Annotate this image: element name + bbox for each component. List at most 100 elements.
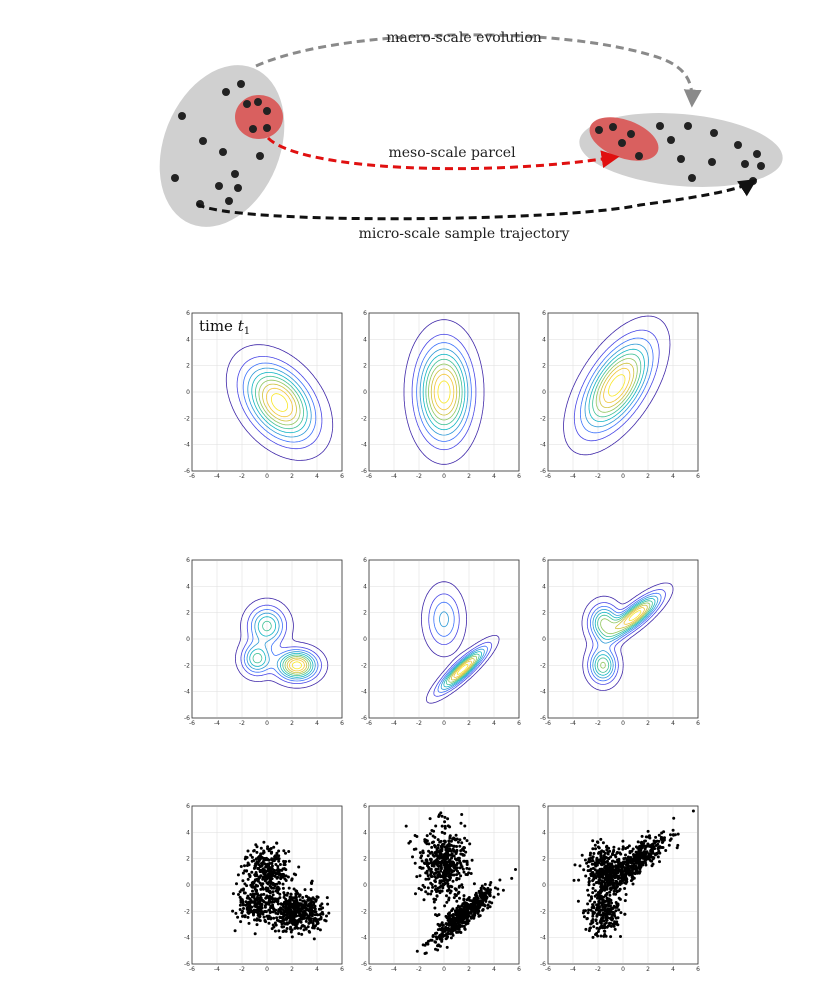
contour-line bbox=[425, 358, 463, 426]
sample-point bbox=[241, 888, 245, 892]
sample-point bbox=[260, 906, 264, 910]
sample-point bbox=[660, 836, 664, 840]
sample-point bbox=[462, 849, 466, 852]
sample-point bbox=[274, 863, 278, 866]
sample-point bbox=[256, 884, 260, 888]
sample-point bbox=[290, 878, 294, 882]
sample-point bbox=[656, 847, 660, 851]
contour-line bbox=[450, 658, 475, 681]
sample-point bbox=[278, 916, 282, 919]
sample-point bbox=[258, 876, 262, 879]
sample-point bbox=[614, 909, 618, 913]
sample-point bbox=[595, 874, 599, 878]
sample-point bbox=[458, 838, 462, 842]
sample-point bbox=[309, 913, 313, 917]
sample-point bbox=[612, 845, 616, 849]
sample-point bbox=[252, 885, 256, 889]
sample-point bbox=[297, 932, 301, 936]
sample-point bbox=[443, 826, 447, 830]
sample-point bbox=[440, 814, 444, 818]
x-tick-label: -4 bbox=[391, 966, 397, 973]
sample-point bbox=[259, 856, 263, 860]
x-tick-label: -4 bbox=[570, 720, 576, 727]
y-tick-label: 4 bbox=[186, 829, 190, 836]
sample-point bbox=[277, 859, 281, 863]
sample-point bbox=[270, 864, 274, 868]
sample-point bbox=[447, 839, 451, 843]
sample-point bbox=[618, 887, 622, 891]
x-tick-label: 6 bbox=[340, 966, 344, 973]
contour-line bbox=[271, 393, 288, 412]
sample-point bbox=[458, 896, 461, 900]
sample-point bbox=[594, 847, 597, 851]
sample-point bbox=[462, 894, 466, 898]
sample-point bbox=[257, 863, 261, 866]
sample-point bbox=[626, 870, 630, 874]
sample-point bbox=[634, 850, 638, 854]
sample-point bbox=[254, 889, 258, 893]
sample-point bbox=[601, 888, 605, 892]
sample-point bbox=[628, 851, 632, 855]
y-tick-label: 6 bbox=[542, 803, 546, 810]
sample-point bbox=[421, 849, 425, 853]
sample-point bbox=[591, 847, 595, 851]
micro-arrow bbox=[196, 179, 758, 221]
sample-point bbox=[440, 926, 444, 930]
sample-point bbox=[477, 903, 481, 907]
sample-point bbox=[281, 882, 285, 886]
sample-point bbox=[426, 886, 430, 890]
sample-point bbox=[418, 851, 422, 855]
y-tick-label: 0 bbox=[542, 389, 546, 396]
contour-panel-border bbox=[368, 312, 520, 472]
contour-line bbox=[236, 356, 323, 450]
sample-point bbox=[276, 891, 280, 895]
x-tick-label: 6 bbox=[696, 720, 700, 727]
sample-point bbox=[247, 921, 251, 925]
sample-point bbox=[434, 947, 437, 951]
contour-line bbox=[428, 593, 493, 697]
x-tick-label: -6 bbox=[189, 720, 195, 727]
particle-dot bbox=[237, 80, 245, 88]
sample-point bbox=[238, 908, 242, 911]
sample-point bbox=[618, 897, 622, 901]
sample-point bbox=[315, 895, 319, 899]
sample-point bbox=[580, 853, 584, 857]
particle-dot bbox=[609, 123, 617, 131]
sample-point bbox=[260, 898, 264, 902]
sample-point bbox=[246, 877, 250, 881]
sample-point bbox=[479, 892, 483, 896]
contour-panel-r2-c2: -6-6 -4 -4 -2 -2 0 0 2 2 4 4 6 6 bbox=[361, 557, 521, 727]
sample-point bbox=[327, 911, 331, 915]
sample-point bbox=[614, 855, 618, 859]
sample-point bbox=[460, 841, 464, 845]
y-tick-label: 0 bbox=[186, 389, 190, 396]
sample-point bbox=[314, 910, 318, 914]
contour-line bbox=[243, 609, 319, 682]
y-tick-label: -4 bbox=[184, 689, 190, 696]
y-tick-label: 0 bbox=[186, 636, 190, 643]
sample-point bbox=[430, 889, 434, 893]
sample-point bbox=[440, 830, 444, 834]
sample-point bbox=[611, 853, 614, 857]
sample-point bbox=[283, 910, 287, 914]
contour-line bbox=[251, 372, 308, 434]
sample-point bbox=[603, 903, 607, 907]
sample-point bbox=[278, 892, 282, 896]
sample-point bbox=[436, 867, 440, 871]
sample-point bbox=[436, 846, 440, 850]
sample-point bbox=[251, 889, 254, 893]
sample-point bbox=[454, 851, 458, 855]
sample-point bbox=[282, 891, 286, 895]
sample-point bbox=[634, 860, 638, 864]
sample-point bbox=[457, 909, 461, 913]
sample-point bbox=[293, 896, 297, 900]
y-tick-label: 4 bbox=[542, 829, 546, 836]
sample-point bbox=[663, 836, 666, 840]
sample-point bbox=[419, 888, 423, 892]
sample-point bbox=[434, 931, 438, 935]
contour-line bbox=[421, 581, 500, 704]
sample-point bbox=[460, 865, 464, 869]
sample-point bbox=[610, 901, 613, 905]
sample-point bbox=[433, 844, 436, 847]
contour-panel-border bbox=[191, 559, 343, 719]
